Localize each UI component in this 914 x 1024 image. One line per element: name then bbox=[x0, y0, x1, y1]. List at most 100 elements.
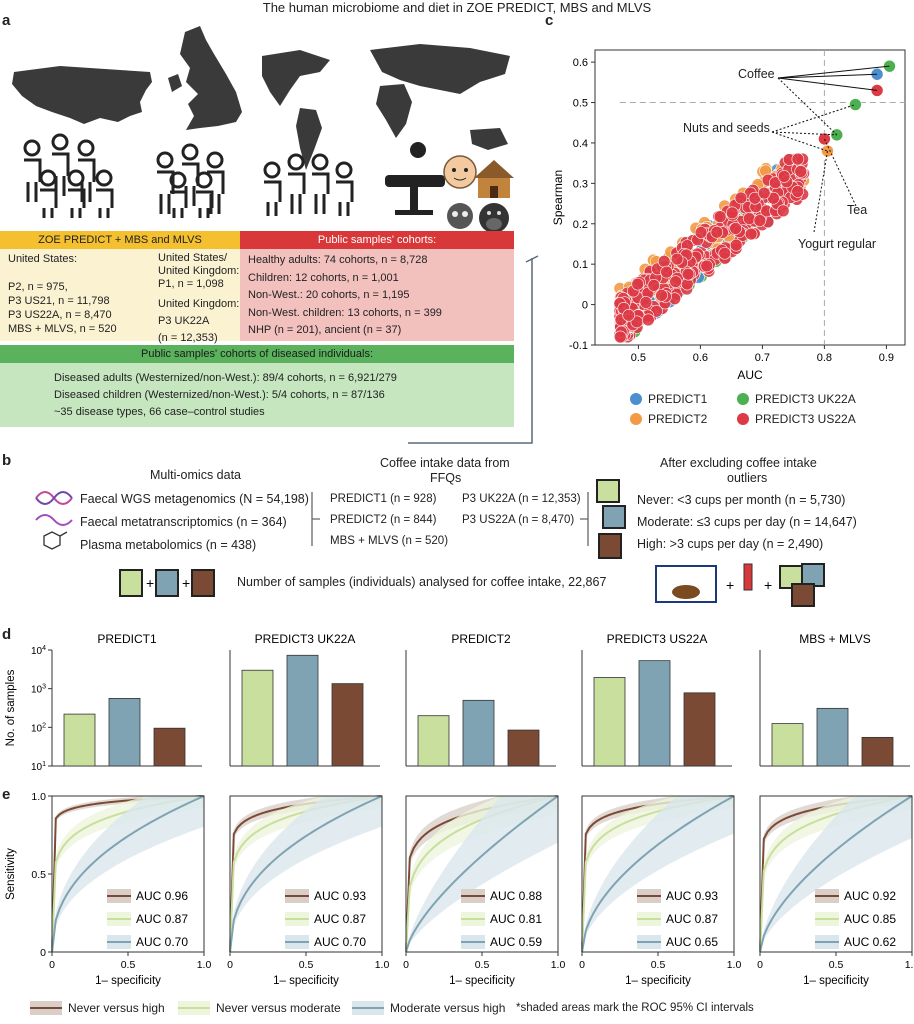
omics-2: Faecal metatranscriptomics (n = 364) bbox=[80, 515, 287, 529]
bar-y-axis-label: No. of samples bbox=[5, 669, 17, 746]
group-high: High: >3 cups per day (n = 2,490) bbox=[637, 537, 824, 551]
roc-x-axis-label: 1– specificity bbox=[449, 975, 515, 987]
cups-stack-icon bbox=[596, 479, 626, 559]
annotation-leader bbox=[813, 150, 828, 233]
coffee-cups-icon: + + bbox=[119, 569, 215, 597]
baby-icon bbox=[443, 155, 477, 189]
svg-text:+: + bbox=[726, 577, 734, 593]
scatter-point bbox=[681, 267, 695, 281]
us22a-dot-icon bbox=[737, 413, 749, 425]
scatter-point bbox=[729, 222, 742, 235]
y-tick-label: 0.4 bbox=[573, 138, 588, 150]
roc-x-tick-label: 0.5 bbox=[829, 959, 844, 971]
ffq-title-1: Coffee intake data from bbox=[380, 456, 510, 470]
auc-label: AUC 0.92 bbox=[844, 889, 896, 903]
scatter-plot: 0.5 0.6 0.7 0.8 0.9 -0.1 0 0.1 0.2 0.3 0.4 0.5 0.6 AU… bbox=[551, 49, 906, 380]
bar-high bbox=[861, 736, 894, 767]
roc-y-tick-label: 0.5 bbox=[31, 869, 46, 881]
scatter-point bbox=[631, 277, 645, 291]
bar-panel-title: PREDICT2 bbox=[451, 632, 511, 646]
public-line-5: NHP (n = 201), ancient (n = 37) bbox=[248, 324, 402, 336]
usa-map-icon bbox=[12, 66, 152, 124]
zoe-right-5: United Kingdom: bbox=[158, 298, 240, 310]
annotation-leader bbox=[777, 73, 878, 79]
dna-icon bbox=[35, 491, 73, 505]
roc-x-tick-label: 0 bbox=[757, 959, 763, 971]
y-tick-label: 0 bbox=[582, 300, 588, 312]
public-line-2: Children: 12 cohorts, n = 1,001 bbox=[248, 271, 399, 284]
x-tick-label: 0.7 bbox=[755, 352, 770, 364]
legend-never-high: Never versus high bbox=[30, 1001, 165, 1015]
annot-coffee: Coffee bbox=[738, 67, 775, 81]
bar-moderate bbox=[462, 699, 495, 767]
bar-high bbox=[331, 683, 364, 767]
legend-predict1: PREDICT1 bbox=[630, 392, 707, 406]
zoe-left-1: United States: bbox=[8, 253, 78, 265]
rna-icon bbox=[35, 514, 73, 526]
auc-label: AUC 0.65 bbox=[666, 935, 718, 949]
ffq-right-1: P3 UK22A (n = 12,353) bbox=[462, 493, 581, 505]
ffq-left-2: PREDICT2 (n = 844) bbox=[330, 514, 437, 526]
bar-y-tick-label: 102 bbox=[31, 722, 46, 734]
annotation-leader bbox=[777, 77, 838, 136]
skull-icon bbox=[447, 203, 473, 229]
roc-charts: Sensitivity 0 0.5 1.0 1– specificity 0 0.5 1.0 A… bbox=[5, 791, 914, 987]
zoe-left-3: P2, n = 975, bbox=[8, 281, 68, 293]
bar-never bbox=[241, 669, 274, 767]
annotation-leader bbox=[771, 104, 856, 133]
panel-d-label: d bbox=[2, 626, 12, 643]
diseased-line-2: Diseased children (Westernized/non-West.… bbox=[54, 389, 385, 401]
auc-label: AUC 0.87 bbox=[314, 912, 366, 926]
x-tick-label: 0.8 bbox=[817, 352, 832, 364]
bar-moderate bbox=[286, 654, 319, 767]
x-tick-label: 0.5 bbox=[631, 352, 646, 364]
legend-never-moderate: Never versus moderate bbox=[178, 1001, 341, 1015]
auc-label: AUC 0.88 bbox=[490, 889, 542, 903]
scatter-point bbox=[794, 165, 808, 178]
zoe-left-4: P3 US21, n = 11,798 bbox=[8, 295, 110, 307]
roc-ci-band bbox=[406, 796, 558, 952]
gorilla-icon bbox=[479, 203, 509, 233]
bar-high bbox=[153, 727, 186, 767]
roc-curve bbox=[581, 795, 735, 953]
uk-map-icon bbox=[180, 26, 242, 130]
connector-arrow bbox=[408, 255, 539, 444]
y-tick-label: -0.1 bbox=[569, 340, 588, 352]
panel-c-label: c bbox=[545, 12, 554, 29]
scatter-point bbox=[776, 204, 790, 218]
roc-x-tick-label: 0 bbox=[227, 959, 233, 971]
x-tick-label: 0.9 bbox=[879, 352, 894, 364]
people-world-icon bbox=[263, 153, 354, 216]
bar-y-tick-label: 103 bbox=[31, 684, 46, 696]
bar-never bbox=[771, 723, 804, 767]
annotation-leader bbox=[777, 65, 890, 79]
scatter-point bbox=[757, 186, 771, 200]
bar-never bbox=[417, 715, 450, 767]
zoe-right-1: United States/ bbox=[158, 252, 228, 264]
public-box: Healthy adults: 74 cohorts, n = 8,728 Ch… bbox=[240, 249, 514, 341]
y-tick-label: 0.2 bbox=[573, 219, 588, 231]
scatter-point bbox=[694, 226, 708, 239]
roc-x-tick-label: 0.5 bbox=[299, 959, 314, 971]
public-line-4: Non-West. children: 13 cohorts, n = 399 bbox=[248, 306, 442, 319]
roc-ci-band bbox=[582, 796, 734, 952]
roc-x-tick-label: 1.0 bbox=[197, 959, 212, 971]
bar-panel-title: PREDICT1 bbox=[97, 632, 157, 646]
legend-note: *shaded areas mark the ROC 95% CI interv… bbox=[516, 1002, 754, 1014]
bar-charts: No. of samples PREDICT1 101 102 103 104 PREDIC… bbox=[5, 632, 910, 773]
roc-curve bbox=[759, 795, 913, 953]
scatter-point bbox=[777, 170, 791, 183]
svg-text:+: + bbox=[764, 577, 772, 593]
x-axis-label: AUC bbox=[737, 368, 763, 380]
roc-x-tick-label: 1.0 bbox=[375, 959, 390, 971]
roc-ci-band bbox=[406, 796, 558, 952]
roc-x-axis-label: 1– specificity bbox=[803, 975, 869, 987]
highlight-point bbox=[821, 144, 834, 158]
figure-title: The human microbiome and diet in ZOE PRE… bbox=[262, 0, 652, 15]
maps-illustration bbox=[12, 26, 514, 233]
auc-label: AUC 0.96 bbox=[136, 889, 188, 903]
scatter-point bbox=[710, 225, 724, 239]
roc-ci-band bbox=[760, 796, 912, 952]
bar-high bbox=[683, 692, 716, 767]
y-tick-label: 0.6 bbox=[573, 57, 588, 69]
